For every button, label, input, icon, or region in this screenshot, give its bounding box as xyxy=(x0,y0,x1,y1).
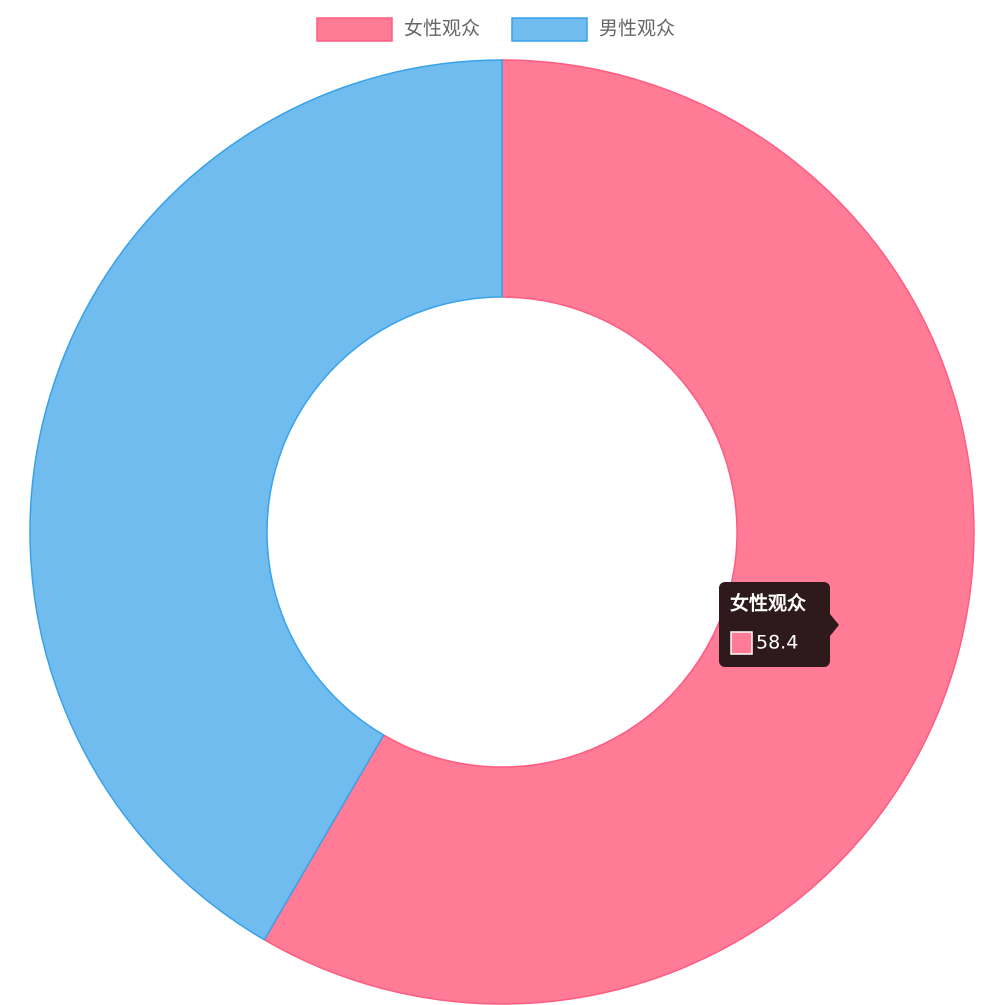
legend-swatch xyxy=(316,17,393,42)
legend-label: 女性观众 xyxy=(404,18,480,40)
tooltip-value: 58.4 xyxy=(756,632,798,654)
tooltip-title: 女性观众 xyxy=(730,592,806,615)
slice xyxy=(263,59,975,1005)
legend: 女性观众 男性观众 xyxy=(316,17,675,42)
slice xyxy=(29,59,503,941)
legend-label: 男性观众 xyxy=(599,18,675,40)
tooltip: 女性观众 58.4 xyxy=(719,582,839,667)
legend-swatch xyxy=(511,17,588,42)
tooltip-caret xyxy=(830,614,839,636)
slices xyxy=(29,59,975,1005)
tooltip-swatch xyxy=(730,631,753,655)
